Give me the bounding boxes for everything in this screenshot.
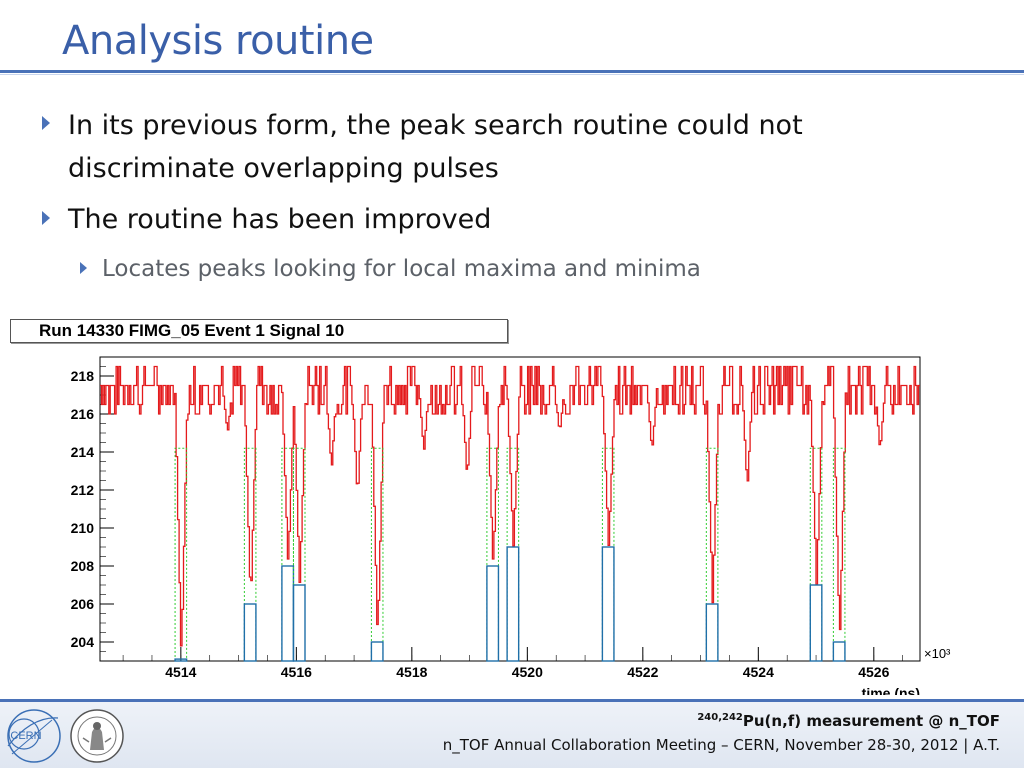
footer-superscript: 240,242 — [697, 712, 743, 723]
y-tick-label: 210 — [71, 520, 95, 536]
slide-title: Analysis routine — [62, 18, 374, 64]
chart-title-box: Run 14330 FIMG_05 Event 1 Signal 10 — [10, 319, 508, 343]
x-axis-label: time (ns) — [862, 685, 920, 695]
peak-marker — [506, 546, 520, 662]
peak-marker — [174, 658, 188, 662]
chart-title: Run 14330 FIMG_05 Event 1 Signal 10 — [39, 321, 345, 340]
x-tick-label: 4524 — [743, 664, 774, 680]
title-divider-light — [0, 74, 1024, 75]
cern-logo-icon: CERN — [7, 709, 61, 763]
x-tick-label: 4518 — [396, 664, 427, 680]
footer-divider — [0, 699, 1024, 702]
peak-marker — [292, 584, 306, 662]
peak-marker — [832, 641, 846, 662]
title-divider — [0, 70, 1024, 73]
x-tick-label: 4522 — [627, 664, 658, 680]
bullet-line-1: In its previous form, the peak search ro… — [68, 110, 803, 141]
svg-text:CERN: CERN — [10, 730, 41, 742]
footer-line-1: Pu(n,f) measurement @ n_TOF — [742, 712, 1000, 730]
peak-marker — [486, 565, 500, 662]
y-tick-label: 206 — [71, 596, 95, 612]
y-tick-label: 214 — [71, 444, 95, 460]
footer-measurement-title: 240,242Pu(n,f) measurement @ n_TOF — [697, 712, 1000, 730]
y-tick-label: 216 — [71, 406, 95, 422]
peak-marker — [601, 546, 615, 662]
peak-marker — [243, 603, 257, 662]
bullet-item-1: In its previous form, the peak search ro… — [68, 104, 968, 190]
bullet-item-3: Locates peaks looking for local maxima a… — [102, 256, 701, 282]
peak-marker — [705, 603, 719, 662]
x-tick-label: 4514 — [165, 664, 196, 680]
peak-marker — [370, 641, 384, 662]
bullet-line-2: discriminate overlapping pulses — [68, 153, 499, 184]
university-seal-icon — [70, 709, 124, 763]
x-tick-label: 4516 — [281, 664, 312, 680]
sub-bullet-arrow-icon — [80, 262, 87, 274]
y-tick-label: 218 — [71, 368, 95, 384]
footer-meeting-info: n_TOF Annual Collaboration Meeting – CER… — [442, 736, 1000, 754]
x-tick-label: 4526 — [858, 664, 889, 680]
x-axis-multiplier: ×10³ — [924, 646, 951, 661]
bullet-item-2: The routine has been improved — [68, 204, 492, 235]
y-tick-label: 204 — [71, 634, 95, 650]
peak-marker — [809, 584, 823, 662]
x-tick-label: 4520 — [512, 664, 543, 680]
signal-chart: 204 206 208 210 212 214 216 218 4514 4516 4518 4520… — [71, 356, 951, 695]
bullet-arrow-icon — [42, 116, 50, 130]
plot-frame — [99, 356, 921, 662]
signal-series-line — [100, 365, 920, 647]
y-tick-label: 208 — [71, 558, 95, 574]
y-tick-label: 212 — [71, 482, 95, 498]
bullet-arrow-icon — [42, 211, 50, 225]
footer-background — [0, 702, 1024, 768]
